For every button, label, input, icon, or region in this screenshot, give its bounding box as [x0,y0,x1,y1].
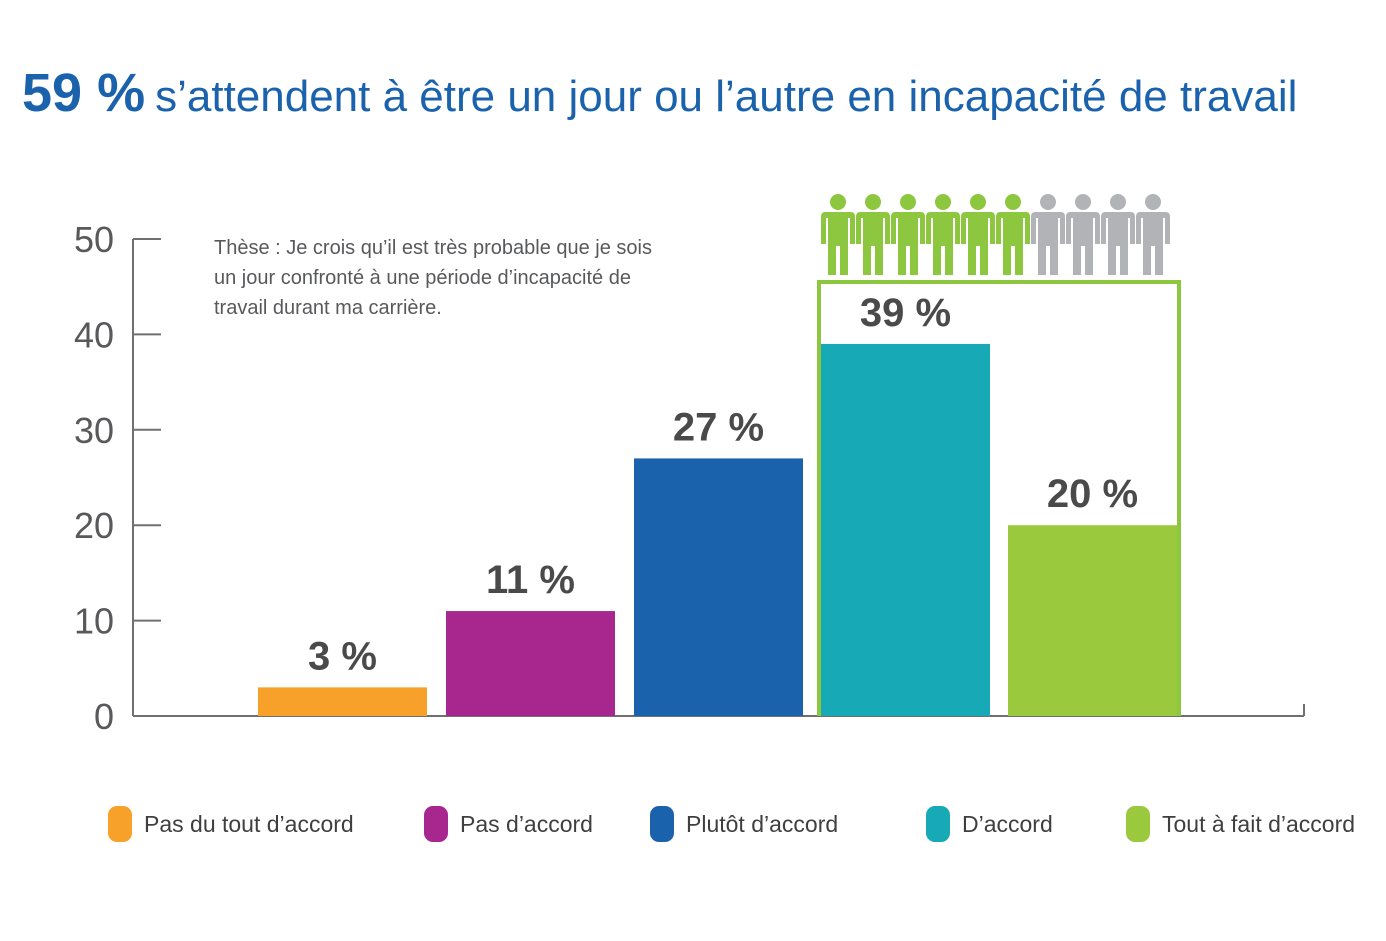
legend-swatch [1126,806,1150,842]
y-tick-label: 40 [74,314,114,355]
data-label-2: 11 % [486,558,575,602]
y-tick-label: 10 [74,601,114,642]
legend-label: Pas du tout d’accord [144,810,354,837]
legend-label: Plutôt d’accord [686,810,839,837]
chart-legend: Pas du tout d’accord Pas d’accord Plutôt d… [0,806,1386,846]
person-icon-highlighted [856,194,890,275]
chart-title: 59 % s’attendent à être un jour ou l’autr… [22,66,1297,120]
y-tick-label: 20 [74,505,114,546]
data-label-4: 39 % [860,291,951,335]
legend-item-2: Pas d’accord [424,806,593,842]
legend-label: Tout à fait d’accord [1162,810,1356,837]
legend-item-5: Tout à fait d’accord [1126,806,1355,842]
legend-swatch [650,806,674,842]
title-text: s’attendent à être un jour ou l’autre en… [155,72,1298,121]
legend-swatch [926,806,950,842]
person-icon-highlighted [821,194,855,275]
data-label-1: 3 % [308,634,377,678]
title-highlight: 59 % [22,63,146,123]
legend-item-1: Pas du tout d’accord [108,806,354,842]
y-tick-label: 0 [94,696,114,737]
person-icon-highlighted [926,194,960,275]
bar-4 [821,343,990,716]
person-icon-muted [1136,194,1170,275]
person-icon-muted [1101,194,1135,275]
legend-swatch [424,806,448,842]
person-icon-highlighted [996,194,1030,275]
person-icon-highlighted [961,194,995,275]
data-label-3: 27 % [673,405,764,449]
bar-3 [634,458,803,716]
thesis-annotation: Thèse : Je crois qu’il est très probable… [214,237,652,319]
legend-item-4: D’accord [926,806,1053,842]
legend-swatch [108,806,132,842]
data-label-5: 20 % [1047,472,1138,516]
y-tick-label: 30 [74,410,114,451]
bar-1 [258,687,427,716]
agree-group-frame [817,280,1181,716]
person-icon-muted [1031,194,1065,275]
y-tick-label: 50 [74,219,114,260]
legend-label: Pas d’accord [460,810,593,837]
person-icon-highlighted [891,194,925,275]
bar-2 [446,611,615,716]
person-icon-muted [1066,194,1100,275]
legend-label: D’accord [962,810,1053,837]
bar-5 [1008,525,1177,716]
legend-item-3: Plutôt d’accord [650,806,838,842]
